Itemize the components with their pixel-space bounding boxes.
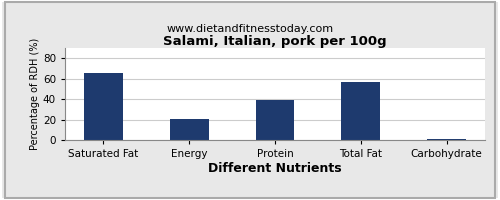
X-axis label: Different Nutrients: Different Nutrients	[208, 162, 342, 175]
Bar	[428, 139, 466, 140]
Text: www.dietandfitnesstoday.com: www.dietandfitnesstoday.com	[166, 24, 334, 34]
Bar	[256, 100, 294, 140]
Title: Salami, Italian, pork per 100g: Salami, Italian, pork per 100g	[163, 35, 387, 48]
Y-axis label: Percentage of RDH (%): Percentage of RDH (%)	[30, 38, 40, 150]
Bar	[170, 119, 208, 140]
Bar	[84, 73, 122, 140]
Bar	[342, 82, 380, 140]
